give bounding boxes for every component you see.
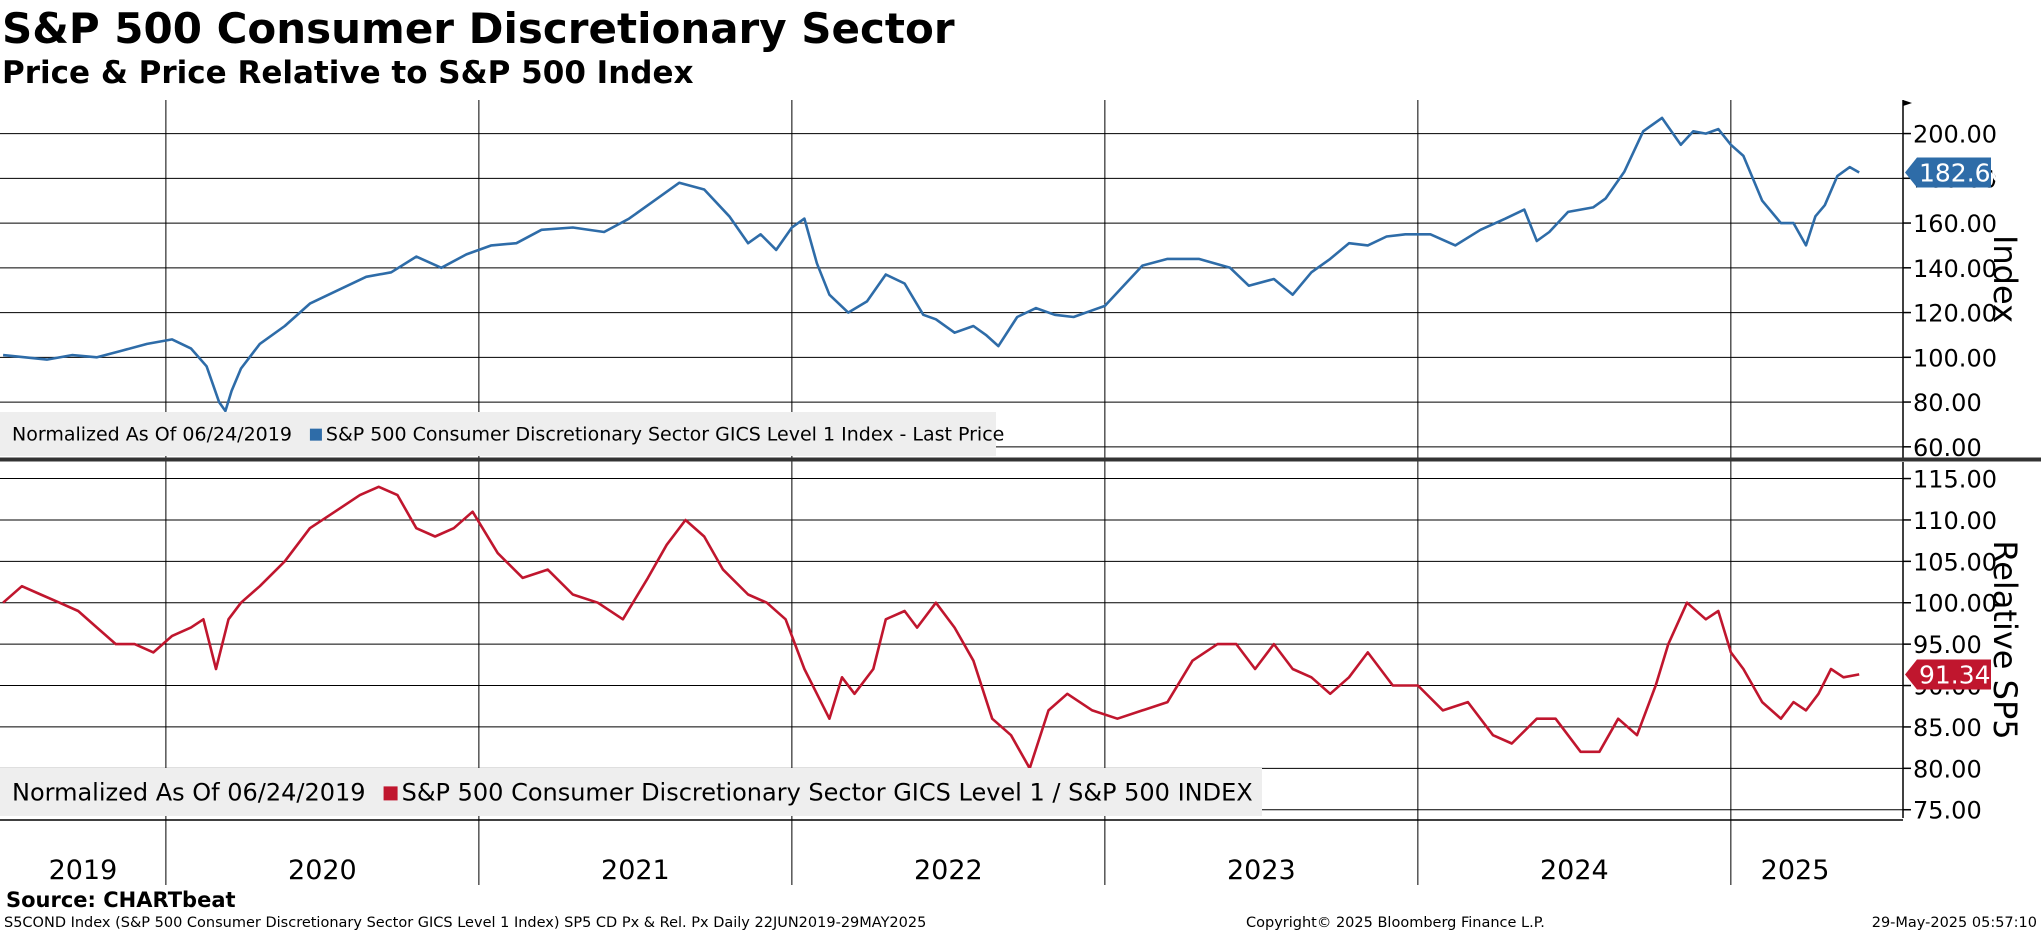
y-tick-label: 140.00 bbox=[1913, 255, 1997, 283]
y-tick-label: 95.00 bbox=[1913, 631, 1982, 659]
axis-layer: 60.0080.00100.00120.00140.00160.00180.00… bbox=[0, 100, 2041, 886]
x-tick-label: 2025 bbox=[1761, 855, 1830, 886]
y-tick-label: 200.00 bbox=[1913, 121, 1997, 149]
legend-label: S&P 500 Consumer Discretionary Sector GI… bbox=[326, 424, 1004, 446]
legend-swatch bbox=[309, 428, 322, 441]
y-tick-label: 80.00 bbox=[1913, 389, 1982, 417]
series-layer bbox=[2, 116, 1860, 770]
x-tick-label: 2023 bbox=[1227, 855, 1296, 886]
y-tick-label: 100.00 bbox=[1913, 590, 1997, 618]
last-value-label: 182.60 bbox=[1919, 158, 2006, 187]
legend-note: Normalized As Of 06/24/2019 bbox=[12, 424, 292, 446]
y-tick-label: 110.00 bbox=[1913, 507, 1997, 535]
last-value-label: 91.34 bbox=[1919, 660, 1991, 689]
legend-label: S&P 500 Consumer Discretionary Sector GI… bbox=[402, 778, 1253, 806]
y-axis-title: Relative SP5 bbox=[1986, 540, 2024, 739]
legend-swatch bbox=[383, 786, 398, 801]
x-tick-label: 2021 bbox=[601, 855, 670, 886]
y-tick-label: 120.00 bbox=[1913, 300, 1997, 328]
page-subtitle: Price & Price Relative to S&P 500 Index bbox=[2, 55, 694, 91]
footer-description: S5COND Index (S&P 500 Consumer Discretio… bbox=[4, 915, 927, 931]
x-tick-label: 2019 bbox=[49, 855, 118, 886]
series-line-price bbox=[2, 116, 1860, 413]
legend-layer: Normalized As Of 06/24/2019 S&P 500 Consu… bbox=[0, 412, 1262, 816]
y-tick-label: 60.00 bbox=[1913, 434, 1982, 462]
x-tick-label: 2022 bbox=[914, 855, 983, 886]
legend-box bbox=[0, 412, 996, 456]
y-tick-label: 160.00 bbox=[1913, 210, 1997, 238]
y-tick-label: 100.00 bbox=[1913, 344, 1997, 372]
page-title: S&P 500 Consumer Discretionary Sector bbox=[2, 4, 955, 53]
source-label: Source: CHARTbeat bbox=[6, 888, 236, 912]
axis-arrow bbox=[1903, 100, 1912, 106]
series-line-relative bbox=[2, 485, 1860, 770]
footer-copyright: Copyright© 2025 Bloomberg Finance L.P. bbox=[1246, 915, 1545, 931]
legend-box bbox=[0, 768, 1262, 816]
x-tick-label: 2020 bbox=[288, 855, 357, 886]
last-value-tag bbox=[1905, 157, 1991, 188]
y-tick-label: 105.00 bbox=[1913, 548, 1997, 576]
grid-layer bbox=[0, 100, 1903, 885]
legend-note: Normalized As Of 06/24/2019 bbox=[12, 778, 366, 806]
y-tick-label: 85.00 bbox=[1913, 714, 1982, 742]
x-tick-label: 2024 bbox=[1540, 855, 1609, 886]
y-axis-title: Index bbox=[1986, 235, 2024, 323]
last-value-tag bbox=[1905, 659, 1991, 690]
y-tick-label: 75.00 bbox=[1913, 797, 1982, 825]
footer-timestamp: 29-May-2025 05:57:10 bbox=[1871, 915, 2037, 931]
y-tick-label: 80.00 bbox=[1913, 755, 1982, 783]
y-tick-label: 115.00 bbox=[1913, 466, 1997, 494]
